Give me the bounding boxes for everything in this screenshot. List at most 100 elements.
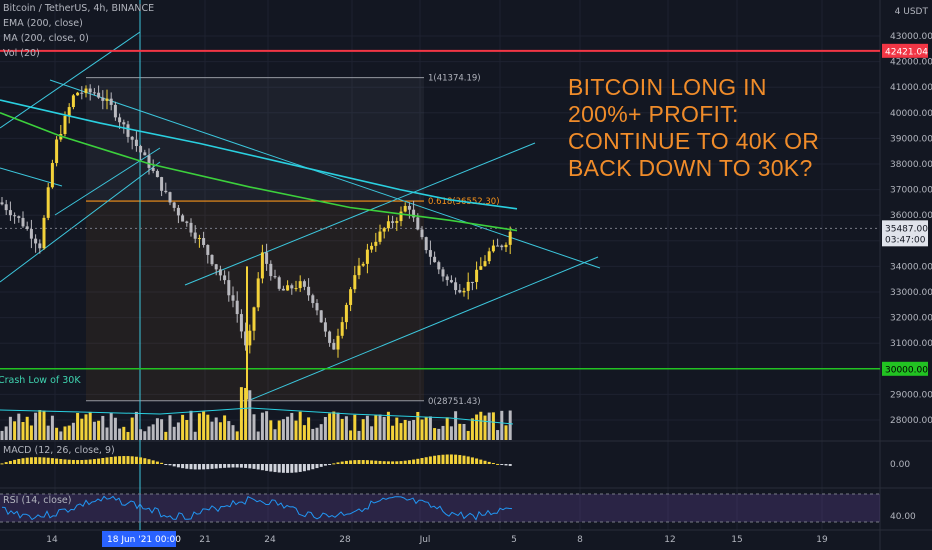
macd-bar (143, 458, 147, 464)
volume-bar (407, 420, 411, 440)
candle-body (407, 205, 411, 210)
candle-body (302, 281, 306, 287)
macd-bar (210, 464, 214, 469)
candle-body (38, 243, 42, 249)
fib-zone-lower (86, 201, 424, 401)
candle-body (84, 88, 88, 94)
candle-body (403, 205, 407, 212)
volume-bar (475, 414, 479, 440)
candle-body (357, 265, 361, 276)
ema-legend[interactable]: EMA (200, close) (3, 18, 83, 29)
volume-bar (8, 416, 12, 440)
volume-bar (164, 431, 168, 440)
candle-body (55, 139, 59, 163)
candle-body (29, 229, 33, 239)
trendline (54, 147, 161, 216)
candle-body (34, 238, 38, 244)
candle-body (176, 207, 180, 216)
macd-bar (370, 460, 374, 464)
volume-bar (286, 416, 290, 440)
volume-bar (244, 388, 248, 440)
vol-legend[interactable]: Vol (20) (3, 48, 40, 59)
candle-body (231, 295, 235, 301)
volume-bar (88, 411, 92, 440)
macd-bar (500, 464, 504, 465)
volume-bar (424, 416, 428, 440)
macd-bar (88, 459, 92, 464)
candle-body (172, 202, 176, 208)
ma-legend[interactable]: MA (200, close, 0) (3, 33, 89, 44)
candle-body (122, 122, 126, 125)
candle-body (214, 264, 218, 270)
macd-bar (202, 464, 206, 470)
candle-body (504, 244, 508, 248)
volume-bar (34, 412, 38, 440)
macd-bar (239, 464, 243, 468)
candle-body (508, 231, 512, 245)
volume-bar (42, 410, 46, 440)
candle-body (386, 221, 390, 229)
price-tick-label: 42000.00 (890, 58, 932, 68)
candle-body (252, 307, 256, 331)
macd-bar (378, 460, 382, 464)
volume-bar (311, 428, 315, 440)
price-tick-label: 39000.00 (890, 134, 932, 144)
macd-bar (386, 461, 390, 464)
candle-body (4, 204, 8, 211)
candle-body (433, 256, 437, 263)
candle-body (319, 310, 323, 323)
candle-body (189, 222, 193, 233)
candle-body (349, 289, 353, 305)
volume-bar (491, 412, 495, 440)
candle-body (126, 124, 130, 137)
candle-body (487, 251, 491, 262)
candle-body (475, 269, 479, 282)
macd-tick-label: 0.00 (890, 460, 910, 470)
macd-bar (403, 460, 407, 464)
candle-body (298, 281, 302, 289)
volume-bar (445, 417, 449, 440)
volume-bar (344, 416, 348, 440)
candle-body (323, 322, 327, 332)
volume-ma-line (0, 407, 514, 425)
candle-body (378, 231, 382, 242)
macd-bar (97, 458, 101, 464)
volume-bar (155, 418, 159, 440)
macd-bar (8, 460, 12, 464)
volume-bar (147, 426, 151, 440)
volume-bar (4, 426, 8, 440)
date-tick-label: 21 (199, 535, 210, 545)
macd-bar (185, 464, 189, 469)
price-tick-label: 38000.00 (890, 160, 932, 170)
volume-bar (340, 418, 344, 440)
macd-bar (454, 454, 458, 464)
macd-bar (214, 464, 218, 469)
volume-bar (134, 411, 138, 440)
volume-bar (395, 417, 399, 440)
volume-bar (172, 426, 176, 440)
candle-body (113, 104, 117, 118)
volume-bar (97, 420, 101, 440)
symbol-legend[interactable]: Bitcoin / TetherUS, 4h, BINANCE (3, 3, 155, 14)
macd-bar (223, 464, 227, 468)
volume-bar (139, 429, 143, 440)
volume-bar (80, 418, 84, 440)
candle-body (294, 288, 298, 290)
macd-legend[interactable]: MACD (12, 26, close, 9) (3, 445, 115, 456)
macd-bar (357, 460, 361, 464)
macd-bar (483, 460, 487, 464)
volume-bar (399, 423, 403, 440)
candle-body (445, 276, 449, 281)
macd-bar (101, 458, 105, 464)
rsi-legend[interactable]: RSI (14, close) (3, 495, 72, 506)
macd-bar (344, 460, 348, 464)
volume-bar (391, 425, 395, 440)
macd-bar (151, 460, 155, 464)
candle-body (290, 285, 294, 289)
volume-bar (185, 420, 189, 440)
macd-bar (105, 457, 109, 464)
volume-bar (298, 411, 302, 440)
candle-body (496, 245, 500, 247)
